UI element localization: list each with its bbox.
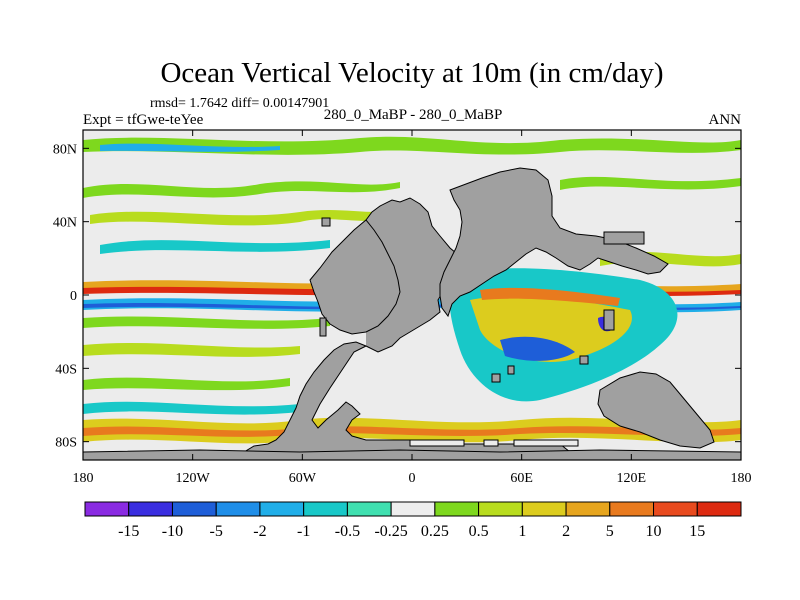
x-tick-label: 120W — [176, 471, 211, 486]
colorbar-swatch — [566, 502, 610, 516]
colorbar-labels: -15 -10 -5 -2 -1 -0.5 -0.25 0.25 0.5 1 2 5 10 15 — [118, 523, 705, 540]
colorbar-swatch — [304, 502, 348, 516]
x-tick-label: 180 — [731, 471, 752, 486]
colorbar-label: -5 — [210, 523, 223, 540]
island-3 — [604, 232, 644, 244]
colorbar-label: 15 — [689, 523, 705, 540]
island-2 — [320, 318, 326, 336]
colorbar-label: 0.25 — [421, 523, 449, 540]
x-tick-label: 0 — [409, 471, 416, 486]
colorbar-label: 5 — [606, 523, 614, 540]
colorbar-swatch — [85, 502, 129, 516]
colorbar-swatch — [260, 502, 304, 516]
colorbar-label: 2 — [562, 523, 570, 540]
colorbar-label: -10 — [162, 523, 183, 540]
island-1 — [322, 218, 330, 226]
island-5 — [580, 356, 588, 364]
figure: Ocean Vertical Velocity at 10m (in cm/da… — [0, 0, 800, 600]
colorbar-swatch — [435, 502, 479, 516]
colorbar-label: -1 — [297, 523, 310, 540]
colorbar-label: 10 — [646, 523, 662, 540]
island-4 — [604, 310, 614, 330]
y-axis-labels: 80N 40N 0 40S 80S — [53, 142, 77, 450]
case-label: 280_0_MaBP - 280_0_MaBP — [324, 107, 503, 123]
antarctic-ice-1 — [410, 440, 464, 446]
colorbar-swatch — [479, 502, 523, 516]
colorbar-swatch — [129, 502, 173, 516]
y-tick-label: 0 — [70, 289, 77, 304]
colorbar-swatch — [391, 502, 435, 516]
season-label: ANN — [709, 112, 742, 128]
colorbar-label: -2 — [253, 523, 266, 540]
expt-label: Expt = tfGwe-teYee — [83, 112, 204, 128]
y-tick-label: 40N — [53, 216, 77, 231]
colorbar-swatch — [216, 502, 260, 516]
island-7 — [492, 374, 500, 382]
x-tick-label: 180 — [73, 471, 94, 486]
y-tick-label: 40S — [55, 362, 77, 377]
colorbar-label: -0.25 — [374, 523, 407, 540]
colorbar-label: -0.5 — [335, 523, 360, 540]
y-tick-label: 80S — [55, 436, 77, 451]
x-tick-label: 120E — [617, 471, 647, 486]
x-tick-label: 60W — [289, 471, 317, 486]
x-axis-labels: 180 120W 60W 0 60E 120E 180 — [73, 471, 752, 486]
chart-title: Ocean Vertical Velocity at 10m (in cm/da… — [160, 57, 663, 89]
colorbar-swatch — [610, 502, 654, 516]
colorbar-swatch — [697, 502, 741, 516]
antarctic-ice-2 — [514, 440, 578, 446]
stats-text: rmsd= 1.7642 diff= 0.00147901 — [150, 96, 329, 111]
colorbar — [85, 502, 741, 516]
map-panel: 180 120W 60W 0 60E 120E 180 80N 40N 0 40S 80S — [53, 130, 752, 486]
colorbar-label: 0.5 — [469, 523, 489, 540]
x-tick-label: 60E — [510, 471, 533, 486]
y-tick-label: 80N — [53, 142, 77, 157]
colorbar-swatch — [522, 502, 566, 516]
colorbar-swatch — [347, 502, 391, 516]
antarctic-ice-3 — [484, 440, 498, 446]
colorbar-swatch — [654, 502, 698, 516]
colorbar-swatch — [172, 502, 216, 516]
island-6 — [508, 366, 514, 374]
colorbar-label: 1 — [518, 523, 526, 540]
colorbar-label: -15 — [118, 523, 139, 540]
